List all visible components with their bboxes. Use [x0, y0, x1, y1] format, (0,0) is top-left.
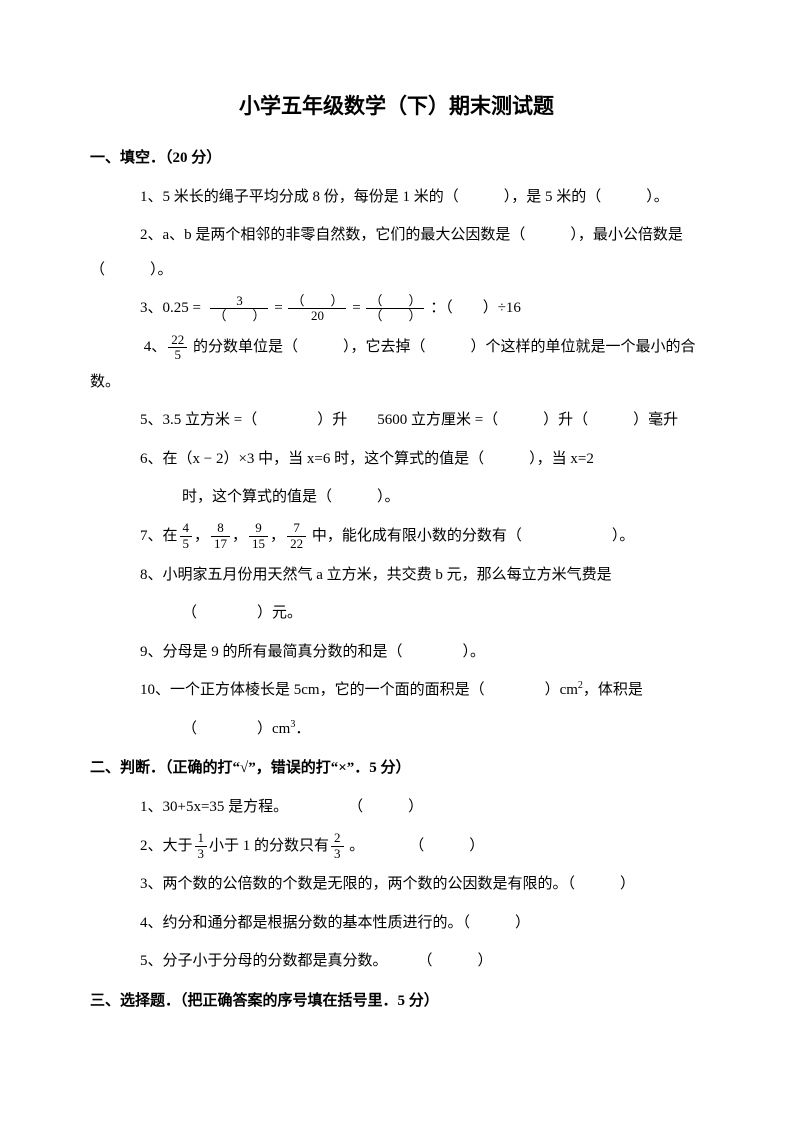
- q3: 3、0.25 = 3 （ ） = （ ） 20 = （ ） （ ）: [140, 291, 703, 326]
- section-1-header: 一、填空．（20 分）: [90, 146, 703, 170]
- q7-lead: 7、在: [140, 519, 178, 554]
- page-title: 小学五年级数学（下）期末测试题: [90, 90, 703, 124]
- q2: 2、a、b 是两个相邻的非零自然数，它们的最大公因数是（ ），最小公倍数是（ ）…: [90, 218, 703, 287]
- q7-f2: 817: [211, 521, 230, 551]
- q7-f4: 722: [287, 521, 306, 551]
- s2q3: 3、两个数的公倍数的个数是无限的，两个数的公因数是有限的。（ ）: [140, 867, 703, 902]
- section-3-header: 三、选择题．（把正确答案的序号填在括号里．5 分）: [90, 989, 703, 1013]
- s2q2-f1: 13: [195, 831, 208, 861]
- s2q2-f2: 23: [331, 831, 344, 861]
- exam-page: 小学五年级数学（下）期末测试题 一、填空．（20 分） 1、5 米长的绳子平均分…: [0, 0, 793, 1083]
- q9: 9、分母是 9 的所有最简真分数的和是（ ）。: [140, 635, 703, 670]
- q3-frac3: （ ） （ ）: [366, 294, 424, 324]
- s2q2: 2、大于 13 小于 1 的分数只有 23 。 （ ）: [140, 829, 703, 864]
- s2q1: 1、30+5x=35 是方程。 （ ）: [140, 790, 703, 825]
- q3-frac2: （ ） 20: [288, 294, 346, 324]
- q6a: 6、在（x − 2）×3 中，当 x=6 时，这个算式的值是（ ），当 x=2: [140, 442, 703, 477]
- q10b: （ ）cm3．: [182, 712, 703, 747]
- q7-f3: 915: [249, 521, 268, 551]
- q8a: 8、小明家五月份用天然气 a 立方米，共交费 b 元，那么每立方米气费是: [140, 558, 703, 593]
- section-2-questions: 1、30+5x=35 是方程。 （ ） 2、大于 13 小于 1 的分数只有 2…: [140, 790, 703, 979]
- section-1-questions: 1、5 米长的绳子平均分成 8 份，每份是 1 米的（ ），是 5 米的（ ）。…: [140, 180, 703, 746]
- q3-tail: ：（ ）÷16: [430, 291, 521, 326]
- q3-frac1: 3 （ ）: [210, 294, 268, 324]
- q3-lead: 3、0.25 =: [140, 291, 201, 326]
- q7: 7、在 45， 817， 915， 722 中，能化成有限小数的分数有（ ）。: [140, 519, 703, 554]
- q10a: 10、一个正方体棱长是 5cm，它的一个面的面积是（ ）cm2，体积是: [140, 673, 703, 708]
- q5: 5、3.5 立方米 =（ ）升 5600 立方厘米 =（ ）升（ ）毫升: [140, 403, 703, 438]
- q4: 4、 22 5 的分数单位是（ ），它去掉（ ）个这样的单位就是一个最小的合数。: [90, 330, 703, 399]
- s2q5: 5、分子小于分母的分数都是真分数。 （ ）: [140, 944, 703, 979]
- q8b: （ ）元。: [182, 596, 703, 631]
- q4-lead: 4、: [144, 330, 167, 365]
- q2-text: 2、a、b 是两个相邻的非零自然数，它们的最大公因数是（ ），最小公倍数是（ ）…: [90, 227, 683, 278]
- s2q4: 4、约分和通分都是根据分数的基本性质进行的。（ ）: [140, 906, 703, 941]
- q1: 1、5 米长的绳子平均分成 8 份，每份是 1 米的（ ），是 5 米的（ ）。: [140, 180, 703, 215]
- q7-rest: 中，能化成有限小数的分数有（ ）。: [312, 528, 635, 544]
- q4-frac: 22 5: [168, 333, 187, 363]
- section-2-header: 二、判断．（正确的打“√”，错误的打“×”．5 分）: [90, 756, 703, 780]
- q6b: 时，这个算式的值是（ ）。: [182, 480, 703, 515]
- q7-f1: 45: [180, 521, 193, 551]
